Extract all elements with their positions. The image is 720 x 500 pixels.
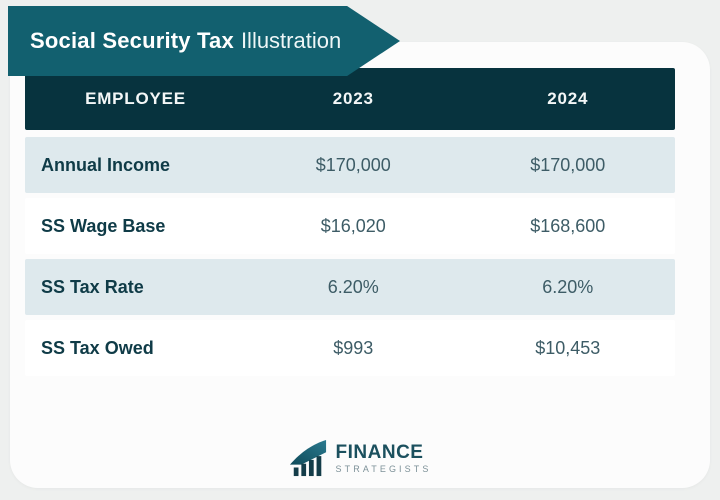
value-2024: $170,000 <box>530 154 606 175</box>
row-label: Annual Income <box>41 154 171 175</box>
page-title: Social Security Tax <box>30 28 234 53</box>
table-row-ss-tax-rate: SS Tax Rate 6.20% 6.20% <box>25 259 675 315</box>
row-label: SS Tax Owed <box>41 337 154 358</box>
row-label: SS Wage Base <box>41 215 166 236</box>
brand-name-primary: FINANCE <box>335 441 424 463</box>
title-banner: Social Security Tax Illustration <box>8 6 400 76</box>
brand-footer: FINANCE STRATEGISTS <box>0 438 720 478</box>
table-row-ss-tax-owed: SS Tax Owed $993 $10,453 <box>25 320 675 376</box>
value-2024: $168,600 <box>530 215 606 236</box>
brand-name-secondary: STRATEGISTS <box>335 463 432 474</box>
header-2023: 2023 <box>332 89 374 108</box>
table-row-annual-income: Annual Income $170,000 $170,000 <box>25 137 675 193</box>
value-2024: 6.20% <box>542 276 594 297</box>
bar-chart-growth-icon <box>289 439 326 477</box>
table-header-row: EMPLOYEE 2023 2024 <box>25 68 675 130</box>
brand-wordmark: FINANCE STRATEGISTS <box>336 443 432 474</box>
value-2023: $993 <box>333 337 374 358</box>
page-subtitle: Illustration <box>240 28 342 53</box>
row-label: SS Tax Rate <box>41 276 144 297</box>
value-2023: $170,000 <box>315 154 391 175</box>
header-employee: EMPLOYEE <box>85 89 186 108</box>
value-2024: $10,453 <box>535 337 601 358</box>
value-2023: $16,020 <box>320 215 386 236</box>
value-2023: 6.20% <box>327 276 379 297</box>
table-row-ss-wage-base: SS Wage Base $16,020 $168,600 <box>25 198 675 254</box>
tax-comparison-table: EMPLOYEE 2023 2024 Annual Income $170,00… <box>25 68 675 381</box>
header-2024: 2024 <box>547 89 589 108</box>
